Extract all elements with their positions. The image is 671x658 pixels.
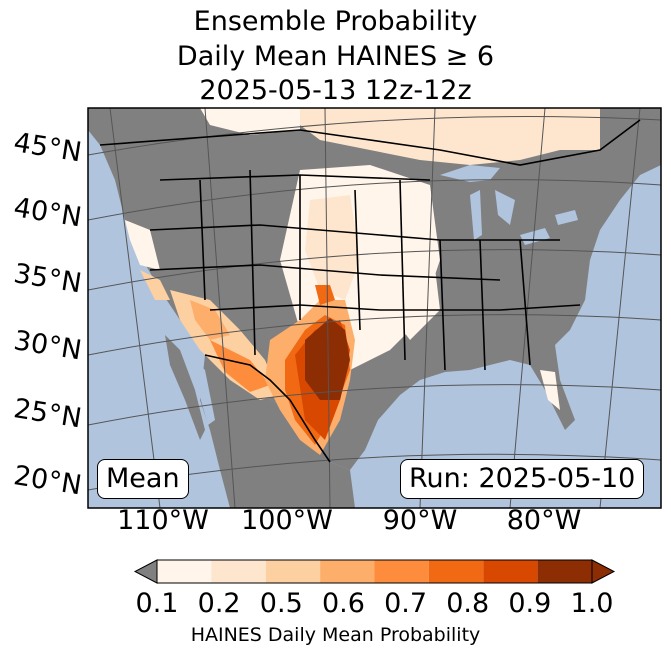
colorbar-tick-label: 0.2 [197,588,241,619]
lon-label-100w: 100°W [241,505,333,536]
colorbar-segment [483,560,538,583]
colorbar-tick-label: 1.0 [570,588,614,619]
colorbar-outline [156,559,593,584]
colorbar-segment [320,560,375,583]
lon-label-110w: 110°W [117,505,209,536]
colorbar-segment [211,560,266,583]
great-lakes [440,165,578,245]
colorbar-tick-label: 0.5 [259,588,303,619]
run-date-box: Run: 2025-05-10 [400,459,645,499]
colorbar-segment [374,560,429,583]
colorbar-tick-label: 0.7 [384,588,428,619]
mean-label-box: Mean [97,459,189,499]
colorbar-segment [265,560,321,583]
country-borders [99,119,641,166]
colorbar-tick-label: 0.6 [321,588,365,619]
colorbar-under-arrow [133,559,158,584]
title-line-1: Ensemble Probability [193,6,478,37]
colorbar-tick-label: 0.9 [508,588,552,619]
colorbar-segment [428,560,484,583]
colorbar-segment [157,560,212,583]
colorbar-tick-label: 0.1 [135,588,179,619]
colorbar-segment [537,560,592,583]
colorbar-over-arrow [591,559,616,584]
mexico-land [200,355,355,508]
title-line-2: Daily Mean HAINES ≥ 6 [176,41,495,72]
lon-label-80w: 80°W [506,505,582,536]
title-line-3: 2025-05-13 12z-12z [199,75,472,106]
colorbar-tick-label: 0.8 [446,588,490,619]
baja-land [165,335,205,440]
canada-probability [300,108,600,165]
colorbar-label: HAINES Daily Mean Probability [190,624,481,646]
lon-label-90w: 90°W [382,505,458,536]
colorbar [133,559,616,584]
